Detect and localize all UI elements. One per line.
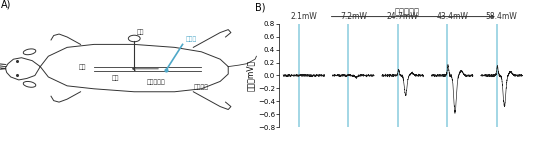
Text: 光刺激強度: 光刺激強度 [395, 7, 420, 16]
Text: 7.2mW: 7.2mW [340, 12, 367, 21]
Text: 24.7mW: 24.7mW [387, 12, 419, 21]
Text: 43.4mW: 43.4mW [436, 12, 468, 21]
Text: 坐骨神経: 坐骨神経 [194, 84, 209, 90]
Text: A): A) [1, 0, 11, 9]
Text: 後根: 後根 [112, 75, 119, 81]
Text: 光刺激: 光刺激 [185, 37, 197, 42]
Text: 後根神経節: 後根神経節 [147, 80, 165, 85]
Text: 58.4mW: 58.4mW [485, 12, 518, 21]
Text: 記録: 記録 [137, 29, 144, 35]
Text: B): B) [255, 3, 265, 13]
Text: 2.1mW: 2.1mW [291, 12, 317, 21]
Text: 脊髄: 脊髄 [78, 64, 86, 70]
Y-axis label: 振幅（mV）: 振幅（mV） [246, 60, 255, 91]
